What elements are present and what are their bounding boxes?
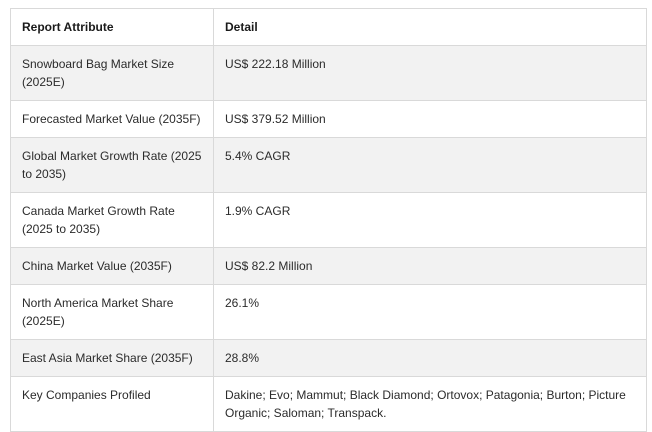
- table-row: Snowboard Bag Market Size (2025E) US$ 22…: [10, 45, 647, 101]
- table-row: Global Market Growth Rate (2025 to 2035)…: [10, 137, 647, 193]
- table-row: Forecasted Market Value (2035F) US$ 379.…: [10, 100, 647, 138]
- table-row: East Asia Market Share (2035F) 28.8%: [10, 339, 647, 377]
- detail-cell: 26.1%: [213, 284, 647, 340]
- detail-cell: 5.4% CAGR: [213, 137, 647, 193]
- column-header-detail: Detail: [213, 8, 647, 46]
- detail-cell: US$ 82.2 Million: [213, 247, 647, 285]
- detail-cell: 28.8%: [213, 339, 647, 377]
- attribute-cell: North America Market Share (2025E): [10, 284, 214, 340]
- table-header-row: Report Attribute Detail: [10, 8, 647, 46]
- table-row: China Market Value (2035F) US$ 82.2 Mill…: [10, 247, 647, 285]
- report-attributes-table: Report Attribute Detail Snowboard Bag Ma…: [10, 8, 647, 432]
- attribute-cell: China Market Value (2035F): [10, 247, 214, 285]
- attribute-cell: Snowboard Bag Market Size (2025E): [10, 45, 214, 101]
- attribute-cell: East Asia Market Share (2035F): [10, 339, 214, 377]
- attribute-cell: Canada Market Growth Rate (2025 to 2035): [10, 192, 214, 248]
- detail-cell: US$ 222.18 Million: [213, 45, 647, 101]
- attribute-cell: Global Market Growth Rate (2025 to 2035): [10, 137, 214, 193]
- detail-cell: US$ 379.52 Million: [213, 100, 647, 138]
- attribute-cell: Forecasted Market Value (2035F): [10, 100, 214, 138]
- table-row: Canada Market Growth Rate (2025 to 2035)…: [10, 192, 647, 248]
- detail-cell: Dakine; Evo; Mammut; Black Diamond; Orto…: [213, 376, 647, 432]
- column-header-report-attribute: Report Attribute: [10, 8, 214, 46]
- table-row: North America Market Share (2025E) 26.1%: [10, 284, 647, 340]
- table-row: Key Companies Profiled Dakine; Evo; Mamm…: [10, 376, 647, 432]
- detail-cell: 1.9% CAGR: [213, 192, 647, 248]
- attribute-cell: Key Companies Profiled: [10, 376, 214, 432]
